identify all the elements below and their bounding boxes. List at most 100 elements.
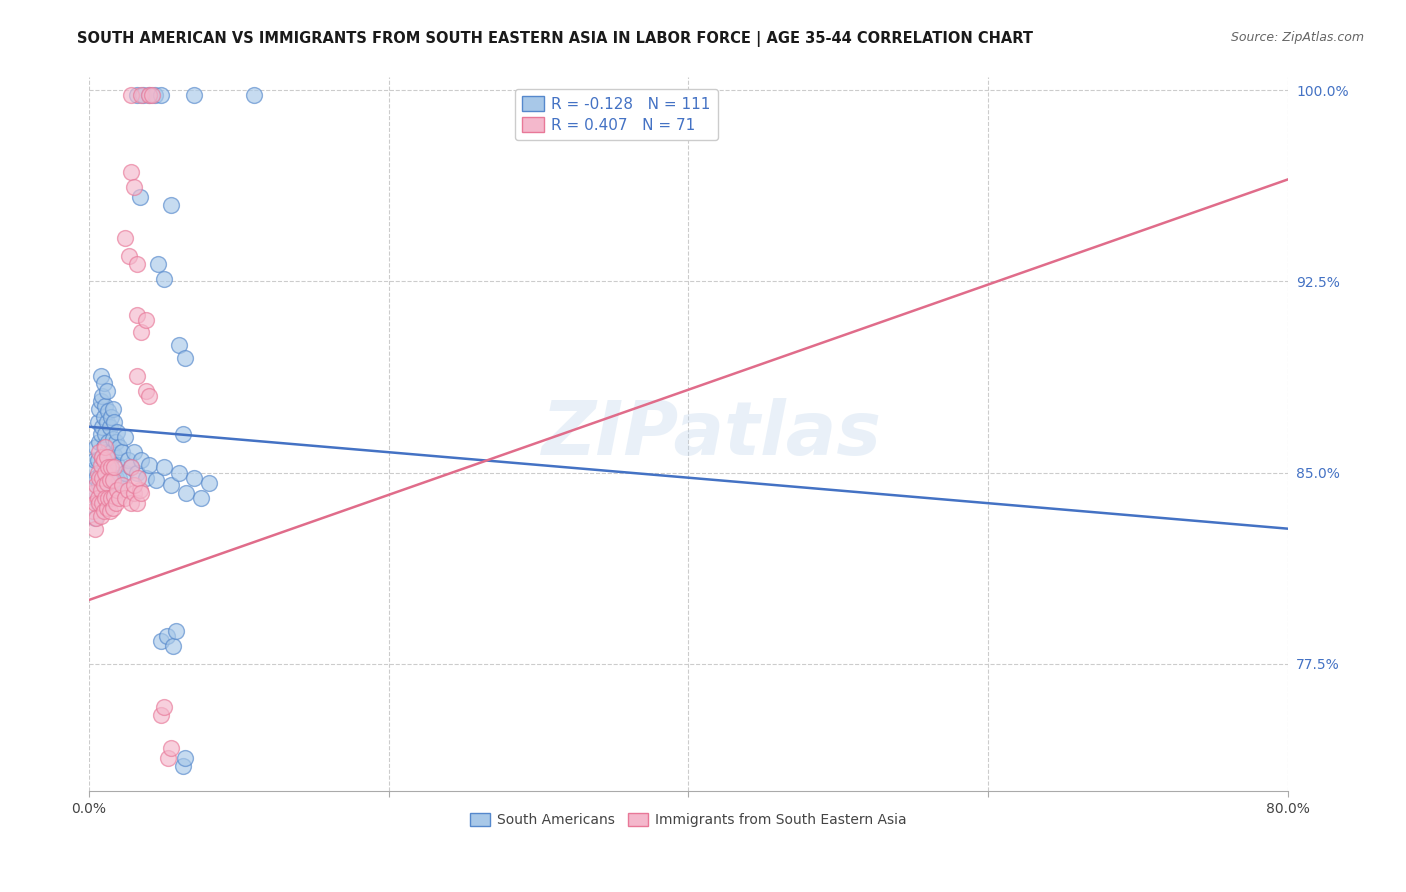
Point xyxy=(122,486,145,500)
Point xyxy=(167,466,190,480)
Point xyxy=(98,419,121,434)
Point xyxy=(129,88,152,103)
Point xyxy=(80,486,103,500)
Point xyxy=(90,394,112,409)
Point xyxy=(97,491,120,505)
Point xyxy=(103,483,125,498)
Point xyxy=(156,629,179,643)
Point xyxy=(125,308,148,322)
Point xyxy=(107,491,129,505)
Point xyxy=(91,450,114,465)
Point xyxy=(114,491,136,505)
Point xyxy=(80,483,103,498)
Point xyxy=(125,256,148,270)
Point xyxy=(145,473,167,487)
Point xyxy=(91,483,114,498)
Point xyxy=(117,483,139,498)
Point xyxy=(83,522,105,536)
Point xyxy=(100,445,122,459)
Point xyxy=(96,445,118,459)
Point xyxy=(172,758,194,772)
Point xyxy=(122,445,145,459)
Point xyxy=(87,453,110,467)
Point xyxy=(97,404,120,418)
Point xyxy=(90,466,112,480)
Point xyxy=(89,478,111,492)
Point xyxy=(84,511,107,525)
Point xyxy=(83,496,105,510)
Point xyxy=(152,272,174,286)
Point xyxy=(96,384,118,398)
Point xyxy=(96,475,118,490)
Point xyxy=(89,435,111,450)
Point xyxy=(94,400,117,414)
Point xyxy=(125,496,148,510)
Point xyxy=(173,351,195,365)
Point xyxy=(93,478,115,492)
Point xyxy=(84,478,107,492)
Point xyxy=(97,460,120,475)
Point xyxy=(122,180,145,194)
Point xyxy=(149,633,172,648)
Point xyxy=(96,450,118,465)
Point xyxy=(114,430,136,444)
Point xyxy=(138,458,160,472)
Point xyxy=(197,475,219,490)
Point xyxy=(129,453,152,467)
Point xyxy=(104,435,127,450)
Point xyxy=(127,471,149,485)
Point xyxy=(103,448,125,462)
Point xyxy=(105,483,128,498)
Point xyxy=(89,401,111,416)
Point xyxy=(93,473,115,487)
Point xyxy=(87,415,110,429)
Point xyxy=(94,496,117,510)
Point xyxy=(146,256,169,270)
Point xyxy=(120,88,142,103)
Point xyxy=(128,483,150,498)
Text: ZIPatlas: ZIPatlas xyxy=(543,398,883,471)
Point xyxy=(91,419,114,434)
Point xyxy=(91,389,114,403)
Point xyxy=(104,496,127,510)
Point xyxy=(96,483,118,498)
Point xyxy=(103,489,125,503)
Point xyxy=(120,460,142,475)
Point xyxy=(100,491,122,505)
Point xyxy=(96,415,118,429)
Point xyxy=(94,460,117,475)
Point xyxy=(174,486,197,500)
Point xyxy=(131,88,153,103)
Point xyxy=(128,190,150,204)
Point xyxy=(104,471,127,485)
Point xyxy=(149,707,172,722)
Point xyxy=(111,478,134,492)
Point xyxy=(84,471,107,485)
Point xyxy=(138,389,160,403)
Point xyxy=(105,458,128,472)
Point xyxy=(94,427,117,442)
Point xyxy=(120,165,142,179)
Point xyxy=(82,463,104,477)
Point xyxy=(83,511,105,525)
Point xyxy=(114,231,136,245)
Point xyxy=(111,445,134,459)
Point xyxy=(129,486,152,500)
Point xyxy=(107,471,129,485)
Point xyxy=(149,88,172,103)
Point xyxy=(83,453,105,467)
Point xyxy=(96,501,118,516)
Point xyxy=(90,427,112,442)
Point xyxy=(101,501,124,516)
Point xyxy=(93,504,115,518)
Point xyxy=(89,445,111,459)
Point xyxy=(82,504,104,518)
Point xyxy=(89,496,111,510)
Point xyxy=(172,427,194,442)
Point xyxy=(91,496,114,510)
Point xyxy=(125,88,148,103)
Point xyxy=(103,460,125,475)
Point xyxy=(141,88,163,103)
Legend: South Americans, Immigrants from South Eastern Asia: South Americans, Immigrants from South E… xyxy=(463,806,914,834)
Point xyxy=(138,88,160,103)
